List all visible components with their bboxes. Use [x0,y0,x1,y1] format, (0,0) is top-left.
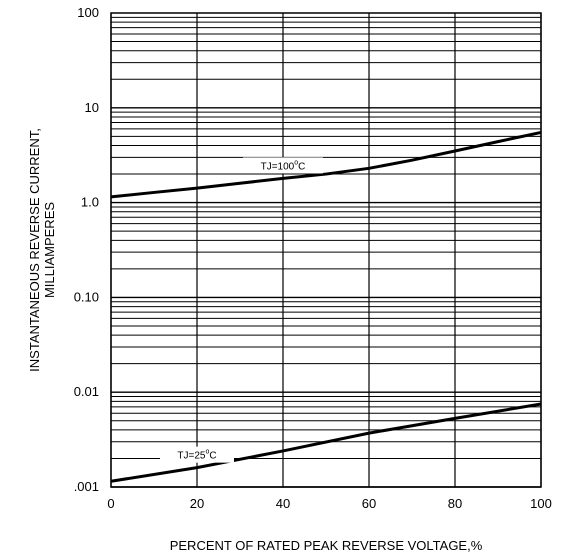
x-tick-label: 100 [530,496,552,511]
y-tick-label: 100 [77,5,99,20]
x-tick-label: 60 [362,496,376,511]
x-axis-title: PERCENT OF RATED PEAK REVERSE VOLTAGE,% [170,538,483,553]
y-tick-label: 0.01 [74,384,99,399]
y-axis-title-line-1: INSTANTANEOUS REVERSE CURRENT, [27,128,42,372]
series-label-background [160,446,234,463]
series-label-background [243,157,323,174]
y-tick-labels: 100 10 1.0 0.10 0.01 .001 [74,5,99,494]
y-tick-label: 10 [85,100,99,115]
series-line [110,130,542,199]
series-label-degree: o [205,449,209,456]
y-tick-label: 0.10 [74,289,99,304]
series-line [110,402,542,483]
x-tick-label: 80 [448,496,462,511]
series-label-unit: C [209,451,216,462]
x-tick-label: 40 [276,496,290,511]
series-label: TJ=25oC [177,449,216,462]
y-tick-label: .001 [74,479,99,494]
series-label-text: TJ=25 [177,451,206,462]
series-label-text: TJ=100 [261,161,295,172]
x-tick-label: 20 [190,496,204,511]
x-tick-label: 0 [107,496,114,511]
series-label-degree: o [294,159,298,166]
y-axis-title-line-2: MILLIAMPERES [42,202,57,298]
series-label-unit: C [298,161,305,172]
plot-frame [110,12,542,488]
y-tick-label: 1.0 [81,195,99,210]
series-label: TJ=100oC [261,159,306,172]
x-tick-labels: 0 20 40 60 80 100 [107,496,551,511]
